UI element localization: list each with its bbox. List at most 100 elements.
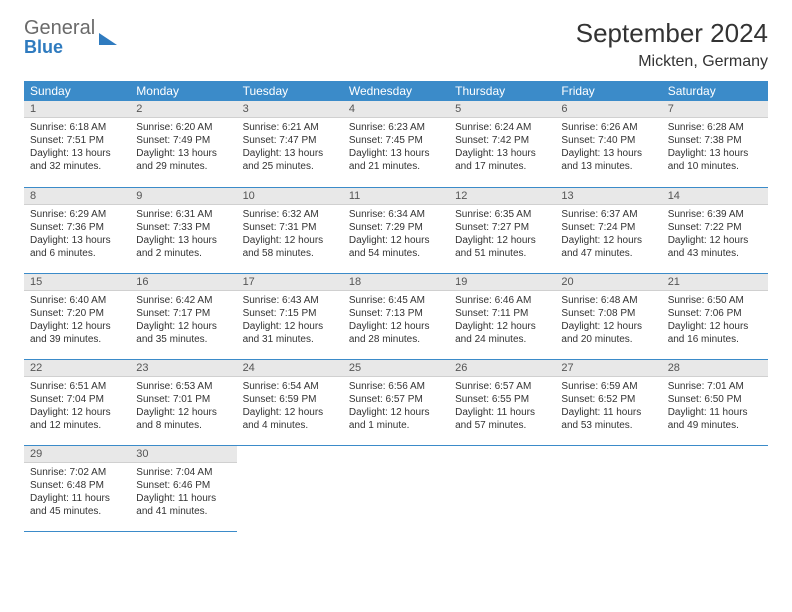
sunrise-text: Sunrise: 6:20 AM <box>136 121 230 134</box>
daylight-text: Daylight: 13 hours and 21 minutes. <box>349 147 443 173</box>
day-number: 20 <box>555 274 661 291</box>
daylight-text: Daylight: 12 hours and 16 minutes. <box>668 320 762 346</box>
calendar-week-row: 29Sunrise: 7:02 AMSunset: 6:48 PMDayligh… <box>24 445 768 531</box>
logo-word2: Blue <box>24 37 95 58</box>
sunset-text: Sunset: 6:57 PM <box>349 393 443 406</box>
sunrise-text: Sunrise: 6:26 AM <box>561 121 655 134</box>
day-number: 6 <box>555 101 661 118</box>
day-number: 9 <box>130 188 236 205</box>
weekday-header: Monday <box>130 81 236 101</box>
daylight-text: Daylight: 12 hours and 54 minutes. <box>349 234 443 260</box>
day-details: Sunrise: 6:59 AMSunset: 6:52 PMDaylight:… <box>555 377 661 438</box>
logo: General Blue <box>24 18 117 58</box>
calendar-cell: 12Sunrise: 6:35 AMSunset: 7:27 PMDayligh… <box>449 187 555 273</box>
logo-text-block: General Blue <box>24 18 95 58</box>
sunset-text: Sunset: 6:55 PM <box>455 393 549 406</box>
day-number: 1 <box>24 101 130 118</box>
day-details: Sunrise: 6:42 AMSunset: 7:17 PMDaylight:… <box>130 291 236 352</box>
sunset-text: Sunset: 7:40 PM <box>561 134 655 147</box>
calendar-cell: 1Sunrise: 6:18 AMSunset: 7:51 PMDaylight… <box>24 101 130 187</box>
sunrise-text: Sunrise: 6:32 AM <box>243 208 337 221</box>
sunset-text: Sunset: 7:45 PM <box>349 134 443 147</box>
day-number: 23 <box>130 360 236 377</box>
daylight-text: Daylight: 13 hours and 32 minutes. <box>30 147 124 173</box>
sunset-text: Sunset: 7:47 PM <box>243 134 337 147</box>
header: General Blue September 2024 Mickten, Ger… <box>24 18 768 71</box>
daylight-text: Daylight: 12 hours and 51 minutes. <box>455 234 549 260</box>
calendar-cell: 23Sunrise: 6:53 AMSunset: 7:01 PMDayligh… <box>130 359 236 445</box>
daylight-text: Daylight: 12 hours and 28 minutes. <box>349 320 443 346</box>
sunset-text: Sunset: 7:27 PM <box>455 221 549 234</box>
day-number: 10 <box>237 188 343 205</box>
sunset-text: Sunset: 7:42 PM <box>455 134 549 147</box>
sunrise-text: Sunrise: 6:18 AM <box>30 121 124 134</box>
sunrise-text: Sunrise: 6:43 AM <box>243 294 337 307</box>
calendar-cell: 2Sunrise: 6:20 AMSunset: 7:49 PMDaylight… <box>130 101 236 187</box>
calendar-cell <box>555 445 661 531</box>
day-details: Sunrise: 6:32 AMSunset: 7:31 PMDaylight:… <box>237 205 343 266</box>
daylight-text: Daylight: 13 hours and 25 minutes. <box>243 147 337 173</box>
daylight-text: Daylight: 13 hours and 10 minutes. <box>668 147 762 173</box>
sunrise-text: Sunrise: 6:45 AM <box>349 294 443 307</box>
sunrise-text: Sunrise: 6:57 AM <box>455 380 549 393</box>
day-details: Sunrise: 6:18 AMSunset: 7:51 PMDaylight:… <box>24 118 130 179</box>
calendar-cell: 15Sunrise: 6:40 AMSunset: 7:20 PMDayligh… <box>24 273 130 359</box>
calendar-cell: 8Sunrise: 6:29 AMSunset: 7:36 PMDaylight… <box>24 187 130 273</box>
sunset-text: Sunset: 6:48 PM <box>30 479 124 492</box>
daylight-text: Daylight: 11 hours and 45 minutes. <box>30 492 124 518</box>
weekday-header: Tuesday <box>237 81 343 101</box>
day-details: Sunrise: 7:02 AMSunset: 6:48 PMDaylight:… <box>24 463 130 524</box>
day-number: 18 <box>343 274 449 291</box>
day-details: Sunrise: 7:01 AMSunset: 6:50 PMDaylight:… <box>662 377 768 438</box>
day-details: Sunrise: 6:48 AMSunset: 7:08 PMDaylight:… <box>555 291 661 352</box>
day-number: 28 <box>662 360 768 377</box>
daylight-text: Daylight: 12 hours and 43 minutes. <box>668 234 762 260</box>
sunrise-text: Sunrise: 6:53 AM <box>136 380 230 393</box>
daylight-text: Daylight: 11 hours and 53 minutes. <box>561 406 655 432</box>
calendar-cell: 17Sunrise: 6:43 AMSunset: 7:15 PMDayligh… <box>237 273 343 359</box>
daylight-text: Daylight: 13 hours and 6 minutes. <box>30 234 124 260</box>
sunset-text: Sunset: 7:24 PM <box>561 221 655 234</box>
daylight-text: Daylight: 12 hours and 47 minutes. <box>561 234 655 260</box>
day-number: 14 <box>662 188 768 205</box>
sunset-text: Sunset: 6:46 PM <box>136 479 230 492</box>
sunset-text: Sunset: 7:06 PM <box>668 307 762 320</box>
sunset-text: Sunset: 7:38 PM <box>668 134 762 147</box>
calendar-cell: 6Sunrise: 6:26 AMSunset: 7:40 PMDaylight… <box>555 101 661 187</box>
calendar-week-row: 15Sunrise: 6:40 AMSunset: 7:20 PMDayligh… <box>24 273 768 359</box>
day-details: Sunrise: 6:50 AMSunset: 7:06 PMDaylight:… <box>662 291 768 352</box>
day-details: Sunrise: 6:26 AMSunset: 7:40 PMDaylight:… <box>555 118 661 179</box>
day-number: 19 <box>449 274 555 291</box>
calendar-cell: 29Sunrise: 7:02 AMSunset: 6:48 PMDayligh… <box>24 445 130 531</box>
calendar-week-row: 8Sunrise: 6:29 AMSunset: 7:36 PMDaylight… <box>24 187 768 273</box>
day-details: Sunrise: 6:31 AMSunset: 7:33 PMDaylight:… <box>130 205 236 266</box>
sunrise-text: Sunrise: 6:50 AM <box>668 294 762 307</box>
calendar-cell: 14Sunrise: 6:39 AMSunset: 7:22 PMDayligh… <box>662 187 768 273</box>
calendar-cell: 4Sunrise: 6:23 AMSunset: 7:45 PMDaylight… <box>343 101 449 187</box>
calendar-cell: 10Sunrise: 6:32 AMSunset: 7:31 PMDayligh… <box>237 187 343 273</box>
daylight-text: Daylight: 12 hours and 31 minutes. <box>243 320 337 346</box>
day-details: Sunrise: 6:35 AMSunset: 7:27 PMDaylight:… <box>449 205 555 266</box>
location: Mickten, Germany <box>576 53 768 71</box>
sunset-text: Sunset: 7:51 PM <box>30 134 124 147</box>
day-number: 22 <box>24 360 130 377</box>
sunset-text: Sunset: 7:11 PM <box>455 307 549 320</box>
daylight-text: Daylight: 12 hours and 1 minute. <box>349 406 443 432</box>
calendar-cell: 24Sunrise: 6:54 AMSunset: 6:59 PMDayligh… <box>237 359 343 445</box>
weekday-header: Saturday <box>662 81 768 101</box>
sunrise-text: Sunrise: 6:39 AM <box>668 208 762 221</box>
sunrise-text: Sunrise: 6:29 AM <box>30 208 124 221</box>
weekday-header: Sunday <box>24 81 130 101</box>
calendar-cell: 20Sunrise: 6:48 AMSunset: 7:08 PMDayligh… <box>555 273 661 359</box>
calendar-cell: 26Sunrise: 6:57 AMSunset: 6:55 PMDayligh… <box>449 359 555 445</box>
day-details: Sunrise: 6:56 AMSunset: 6:57 PMDaylight:… <box>343 377 449 438</box>
day-number: 15 <box>24 274 130 291</box>
sunrise-text: Sunrise: 6:34 AM <box>349 208 443 221</box>
calendar-cell: 22Sunrise: 6:51 AMSunset: 7:04 PMDayligh… <box>24 359 130 445</box>
sunset-text: Sunset: 7:36 PM <box>30 221 124 234</box>
calendar-cell: 13Sunrise: 6:37 AMSunset: 7:24 PMDayligh… <box>555 187 661 273</box>
weekday-header-row: SundayMondayTuesdayWednesdayThursdayFrid… <box>24 81 768 101</box>
daylight-text: Daylight: 12 hours and 39 minutes. <box>30 320 124 346</box>
day-number: 30 <box>130 446 236 463</box>
sunrise-text: Sunrise: 7:01 AM <box>668 380 762 393</box>
